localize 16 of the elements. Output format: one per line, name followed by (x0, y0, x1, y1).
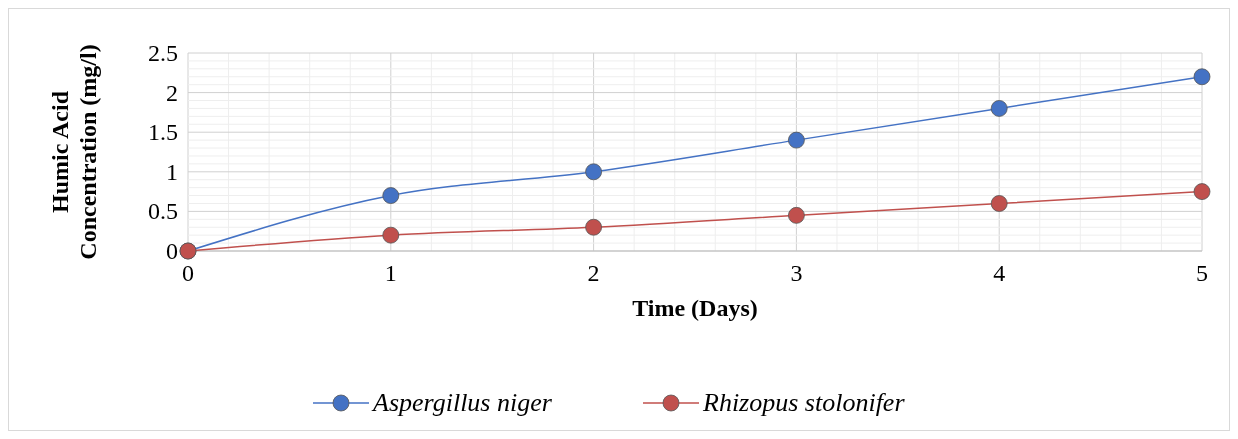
x-tick-label: 0 (182, 260, 194, 286)
y-tick-label: 2.5 (148, 40, 178, 66)
x-tick-label: 3 (790, 260, 803, 286)
x-tick-label: 1 (384, 260, 397, 286)
y-tick-label: 1.5 (148, 119, 178, 146)
y-tick-label: 2 (166, 79, 178, 106)
x-tick-label: 5 (1196, 260, 1208, 286)
x-tick-label: 2 (587, 260, 600, 286)
legend-label: Aspergillus niger (371, 388, 553, 417)
x-tick-label: 4 (993, 260, 1006, 286)
y-axis-title: Humic Acid Concentration (mg/l) (47, 44, 101, 260)
x-axis-title: Time (Days) (632, 295, 758, 321)
legend-label: Rhizopus stolonifer (702, 388, 906, 417)
y-tick-label: 0 (166, 238, 178, 264)
y-tick-label: 0.5 (148, 198, 178, 225)
y-tick-label: 1 (166, 158, 178, 185)
